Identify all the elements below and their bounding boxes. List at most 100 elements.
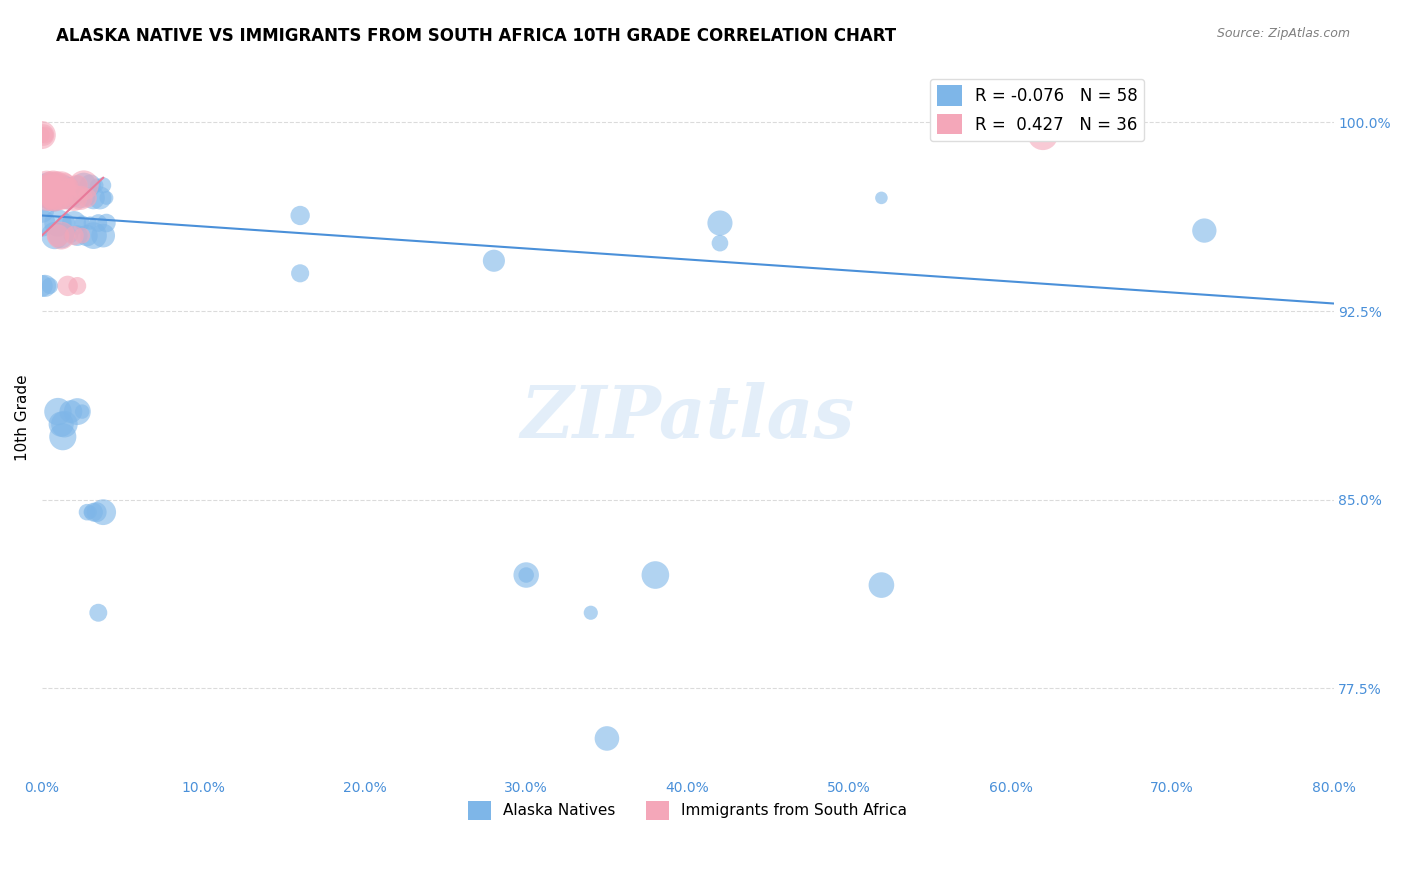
Point xyxy=(96,216,118,230)
Point xyxy=(91,505,114,519)
Point xyxy=(58,191,80,205)
Point xyxy=(37,191,59,205)
Text: Source: ZipAtlas.com: Source: ZipAtlas.com xyxy=(1216,27,1350,40)
Point xyxy=(59,178,82,193)
Point xyxy=(596,731,619,746)
Point xyxy=(44,178,66,193)
Point xyxy=(870,578,893,592)
Point xyxy=(79,505,101,519)
Point xyxy=(56,191,79,205)
Point xyxy=(44,178,66,193)
Point xyxy=(66,228,89,243)
Point xyxy=(44,191,66,205)
Point xyxy=(37,178,59,193)
Point xyxy=(56,178,79,193)
Point xyxy=(34,278,56,293)
Point xyxy=(46,216,69,230)
Point xyxy=(38,191,60,205)
Point xyxy=(42,191,65,205)
Point xyxy=(42,191,65,205)
Point xyxy=(79,216,101,230)
Point xyxy=(76,228,98,243)
Text: ZIPatlas: ZIPatlas xyxy=(520,383,855,453)
Point xyxy=(870,191,893,205)
Point xyxy=(38,278,60,293)
Point xyxy=(73,178,96,193)
Point xyxy=(288,266,311,280)
Point xyxy=(1032,128,1054,142)
Point xyxy=(91,178,114,193)
Point xyxy=(644,568,666,582)
Point xyxy=(70,404,93,418)
Point xyxy=(76,505,98,519)
Point xyxy=(82,505,104,519)
Point xyxy=(31,191,53,205)
Point xyxy=(73,178,96,193)
Point xyxy=(31,278,53,293)
Point xyxy=(41,178,63,193)
Point xyxy=(709,236,731,251)
Point xyxy=(32,128,55,142)
Point xyxy=(66,178,89,193)
Legend: Alaska Natives, Immigrants from South Africa: Alaska Natives, Immigrants from South Af… xyxy=(463,795,914,826)
Point xyxy=(38,191,60,205)
Point xyxy=(79,178,101,193)
Point xyxy=(55,216,77,230)
Point xyxy=(35,191,58,205)
Point xyxy=(46,178,69,193)
Point xyxy=(70,228,93,243)
Point xyxy=(45,178,67,193)
Point xyxy=(53,417,76,432)
Point xyxy=(87,606,110,620)
Point xyxy=(51,191,73,205)
Point xyxy=(46,191,69,205)
Point xyxy=(51,228,73,243)
Point xyxy=(96,191,118,205)
Point xyxy=(482,253,505,268)
Point xyxy=(55,178,77,193)
Point xyxy=(51,178,73,193)
Point xyxy=(34,191,56,205)
Point xyxy=(38,178,60,193)
Point xyxy=(51,417,73,432)
Point xyxy=(579,606,602,620)
Point xyxy=(46,228,69,243)
Point xyxy=(82,228,104,243)
Point xyxy=(35,191,58,205)
Point xyxy=(63,191,86,205)
Point xyxy=(76,191,98,205)
Point xyxy=(709,216,731,230)
Point xyxy=(56,278,79,293)
Point xyxy=(46,191,69,205)
Point xyxy=(52,430,75,444)
Point xyxy=(53,178,76,193)
Point xyxy=(35,178,58,193)
Point xyxy=(59,178,82,193)
Point xyxy=(37,178,59,193)
Point xyxy=(89,191,111,205)
Point xyxy=(515,568,537,582)
Point xyxy=(76,191,98,205)
Point xyxy=(70,216,93,230)
Point xyxy=(53,191,76,205)
Point xyxy=(52,178,75,193)
Point xyxy=(35,178,58,193)
Point xyxy=(91,228,114,243)
Point xyxy=(46,404,69,418)
Point xyxy=(51,228,73,243)
Point xyxy=(87,216,110,230)
Point xyxy=(59,404,82,418)
Point xyxy=(63,216,86,230)
Point xyxy=(1194,223,1216,237)
Point xyxy=(515,568,537,582)
Y-axis label: 10th Grade: 10th Grade xyxy=(15,375,30,461)
Point xyxy=(66,404,89,418)
Point xyxy=(41,178,63,193)
Point xyxy=(63,191,86,205)
Point xyxy=(86,505,108,519)
Point xyxy=(63,228,86,243)
Point xyxy=(86,178,108,193)
Point xyxy=(34,128,56,142)
Point xyxy=(31,128,53,142)
Point xyxy=(66,278,89,293)
